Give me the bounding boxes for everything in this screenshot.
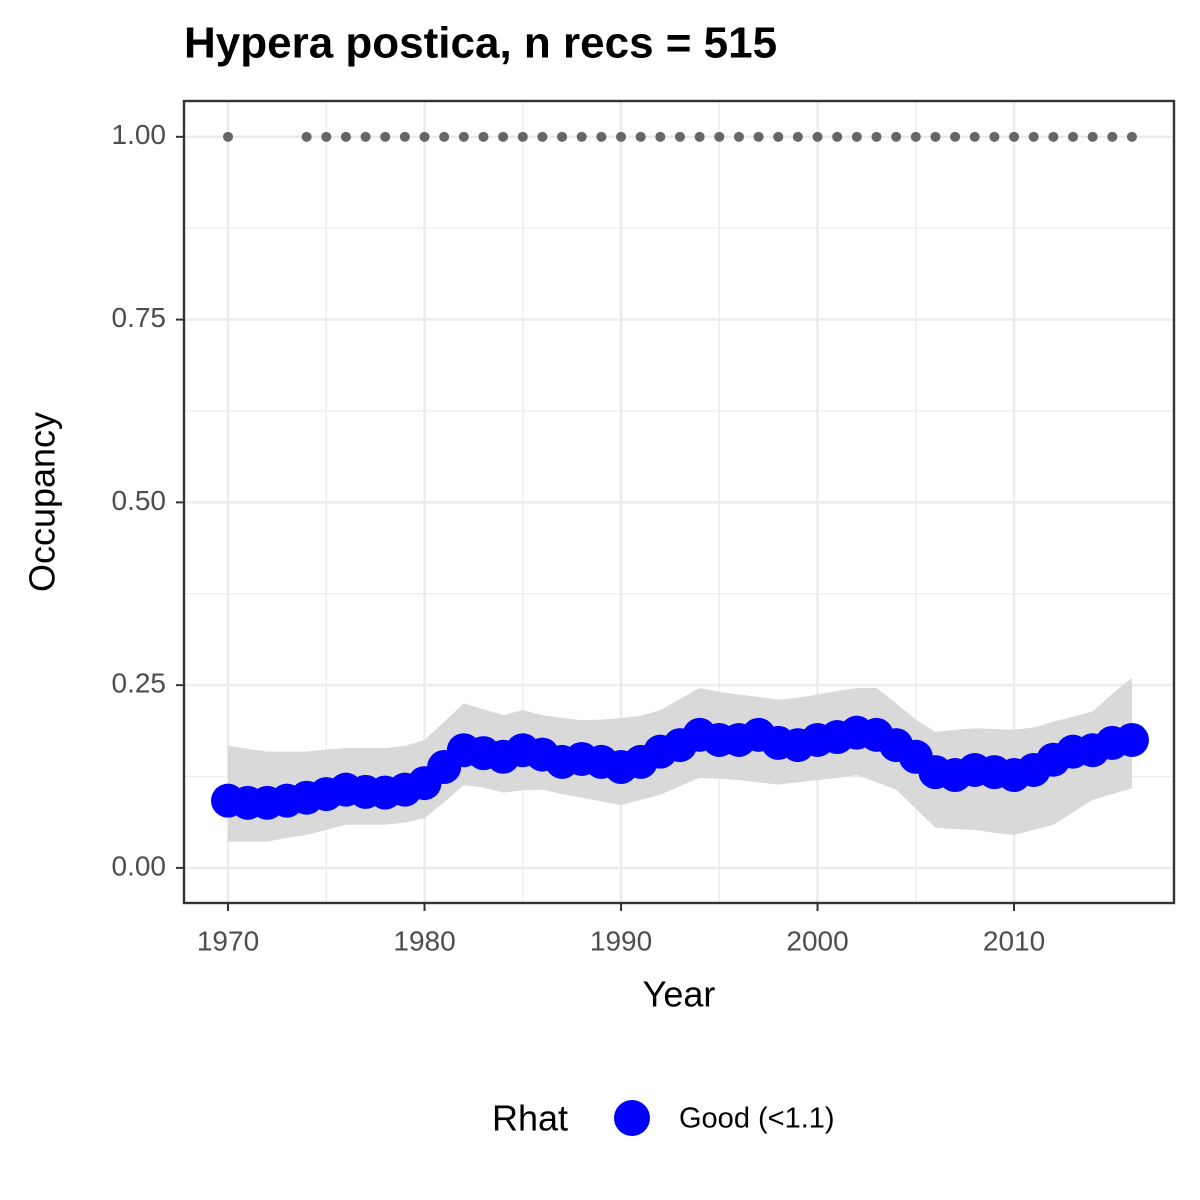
record-dot bbox=[498, 131, 509, 142]
record-dot bbox=[792, 131, 803, 142]
record-dot bbox=[380, 131, 391, 142]
record-dot bbox=[439, 131, 450, 142]
record-dot bbox=[714, 131, 725, 142]
record-dot bbox=[321, 131, 332, 142]
y-tick-label: 0.75 bbox=[112, 302, 167, 333]
record-dot bbox=[458, 131, 469, 142]
record-dot bbox=[478, 131, 489, 142]
record-dot bbox=[517, 131, 528, 142]
record-dot bbox=[950, 131, 961, 142]
legend-title: Rhat bbox=[492, 1098, 568, 1139]
record-dot bbox=[989, 131, 1000, 142]
record-dot bbox=[871, 131, 882, 142]
record-dot bbox=[655, 131, 666, 142]
record-dot bbox=[1107, 131, 1118, 142]
record-dot bbox=[399, 131, 410, 142]
y-tick-label: 0.50 bbox=[112, 485, 167, 516]
record-dot bbox=[851, 131, 862, 142]
y-tick-label: 0.00 bbox=[112, 850, 167, 881]
record-dot bbox=[301, 131, 312, 142]
x-tick-label: 1970 bbox=[197, 925, 259, 956]
record-dot bbox=[812, 131, 823, 142]
record-dot bbox=[635, 131, 646, 142]
record-dot bbox=[340, 131, 351, 142]
record-dot bbox=[910, 131, 921, 142]
record-dot bbox=[832, 131, 843, 142]
record-dot bbox=[1126, 131, 1137, 142]
legend-marker bbox=[614, 1100, 650, 1136]
record-dot bbox=[753, 131, 764, 142]
record-dot bbox=[596, 131, 607, 142]
record-dot bbox=[616, 131, 627, 142]
record-dot bbox=[537, 131, 548, 142]
x-tick-label: 2010 bbox=[983, 925, 1045, 956]
record-dot bbox=[773, 131, 784, 142]
record-dot bbox=[891, 131, 902, 142]
record-dot bbox=[1009, 131, 1020, 142]
chart-title: Hypera postica, n recs = 515 bbox=[184, 19, 777, 68]
record-dot bbox=[1028, 131, 1039, 142]
record-dot bbox=[930, 131, 941, 142]
record-dot bbox=[733, 131, 744, 142]
record-dot bbox=[419, 131, 430, 142]
record-dot bbox=[223, 131, 234, 142]
record-dot bbox=[1087, 131, 1098, 142]
y-tick-label: 1.00 bbox=[112, 119, 167, 150]
x-tick-label: 1990 bbox=[590, 925, 652, 956]
x-axis-label: Year bbox=[643, 974, 716, 1015]
record-dot bbox=[1048, 131, 1059, 142]
record-dot bbox=[576, 131, 587, 142]
record-dot bbox=[557, 131, 568, 142]
record-dot bbox=[1067, 131, 1078, 142]
x-tick-label: 1980 bbox=[393, 925, 455, 956]
point bbox=[1114, 722, 1149, 757]
record-dot bbox=[694, 131, 705, 142]
legend-label: Good (<1.1) bbox=[679, 1103, 835, 1135]
record-dot bbox=[674, 131, 685, 142]
x-tick-label: 2000 bbox=[786, 925, 848, 956]
y-tick-label: 0.25 bbox=[112, 668, 167, 699]
panel-border bbox=[182, 99, 1176, 905]
record-dot bbox=[360, 131, 371, 142]
record-dot bbox=[969, 131, 980, 142]
y-axis-label: Occupancy bbox=[22, 412, 63, 592]
